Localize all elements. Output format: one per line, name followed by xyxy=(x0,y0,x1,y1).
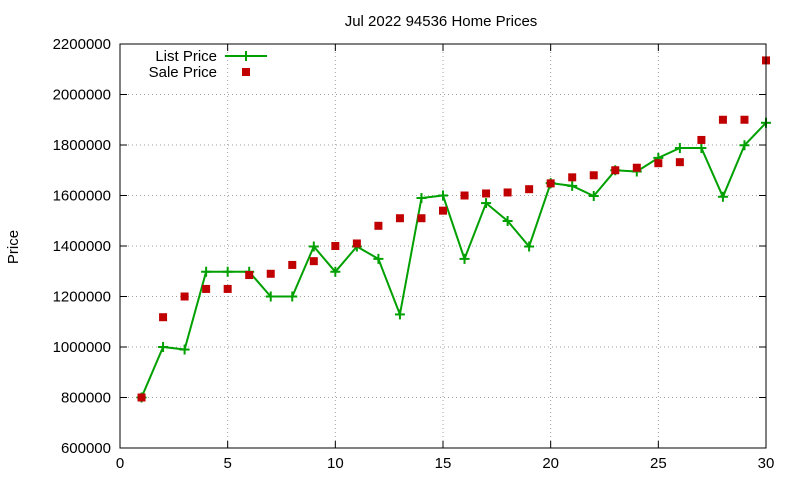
y-tick-label: 800000 xyxy=(61,390,111,407)
x-tick-label: 30 xyxy=(758,455,775,472)
list-price-line xyxy=(140,122,767,398)
sale-price-point xyxy=(137,393,146,402)
list-price-point xyxy=(524,241,535,252)
list-price-point xyxy=(287,291,298,302)
x-tick-label: 20 xyxy=(542,455,559,472)
list-price-point xyxy=(308,241,319,252)
sale-price-point xyxy=(675,158,684,167)
sale-price-point xyxy=(417,214,426,223)
sale-price-point xyxy=(546,179,555,188)
list-price-point xyxy=(201,266,212,277)
legend-list-price-label: List Price xyxy=(155,48,217,65)
y-tick-label: 1000000 xyxy=(53,339,111,356)
sale-price-point xyxy=(439,206,447,215)
x-tick-label: 10 xyxy=(327,455,344,472)
sale-price-point xyxy=(288,260,297,269)
sale-price-point xyxy=(740,115,749,124)
data-series xyxy=(136,56,771,403)
list-price-point xyxy=(416,193,427,204)
list-price-point xyxy=(459,253,470,264)
list-price-point xyxy=(674,143,685,154)
sale-price-point xyxy=(568,173,577,182)
sale-price-point xyxy=(159,313,168,322)
sale-price-point xyxy=(697,135,706,144)
sale-price-point xyxy=(611,166,620,175)
sale-price-point xyxy=(395,214,404,223)
sale-price-point xyxy=(460,191,469,200)
grid-lines xyxy=(120,44,766,448)
list-price-point xyxy=(567,180,578,191)
list-price-point xyxy=(739,140,750,151)
y-tick-label: 2000000 xyxy=(53,87,111,104)
y-tick-label: 2200000 xyxy=(53,36,111,53)
list-price-point xyxy=(265,291,276,302)
sale-price-point xyxy=(525,185,534,194)
sale-price-point xyxy=(352,239,361,248)
y-tick-label: 1600000 xyxy=(53,188,111,205)
x-tick-label: 15 xyxy=(435,455,452,472)
sale-price-point xyxy=(180,292,189,301)
list-price-point xyxy=(502,216,513,227)
list-price-point xyxy=(373,253,384,264)
axis-ticks: 600000 800000 1000000 1200000 1400000 1600000… xyxy=(53,36,775,472)
sale-price-point xyxy=(223,284,232,293)
list-price-point xyxy=(588,191,599,202)
x-tick-label: 0 xyxy=(116,455,124,472)
x-tick-label: 25 xyxy=(650,455,667,472)
sale-price-point xyxy=(718,115,727,124)
sale-price-point xyxy=(309,257,318,266)
sale-price-point xyxy=(374,221,383,230)
x-tick-label: 5 xyxy=(223,455,231,472)
sale-price-point xyxy=(266,269,275,278)
sale-price-point xyxy=(331,242,340,250)
chart-title: Jul 2022 94536 Home Prices xyxy=(345,13,538,30)
legend-sale-price-marker xyxy=(242,68,250,76)
list-price-point xyxy=(394,309,405,320)
sale-price-point xyxy=(482,189,491,198)
sale-price-point xyxy=(654,159,663,168)
sale-price-point xyxy=(632,163,641,172)
sale-price-point xyxy=(202,284,211,293)
y-axis-label: Price xyxy=(5,230,22,264)
list-price-point xyxy=(717,191,728,202)
sale-price-point xyxy=(503,188,512,197)
list-price-point xyxy=(438,190,448,201)
list-price-point xyxy=(696,143,707,154)
plot-frame xyxy=(119,43,767,449)
sale-price-point xyxy=(245,271,254,280)
y-tick-label: 600000 xyxy=(61,440,111,457)
legend-sale-price-label: Sale Price xyxy=(149,64,217,81)
list-price-point xyxy=(481,198,492,209)
legend-list-price-marker xyxy=(241,51,251,61)
y-tick-label: 1400000 xyxy=(53,238,111,255)
list-price-point xyxy=(330,266,341,277)
list-price-point xyxy=(179,344,190,355)
y-tick-label: 1800000 xyxy=(53,137,111,154)
list-price-point xyxy=(158,342,169,352)
y-tick-label: 1200000 xyxy=(53,289,111,306)
list-price-point xyxy=(222,266,233,277)
sale-price-point xyxy=(589,171,598,180)
